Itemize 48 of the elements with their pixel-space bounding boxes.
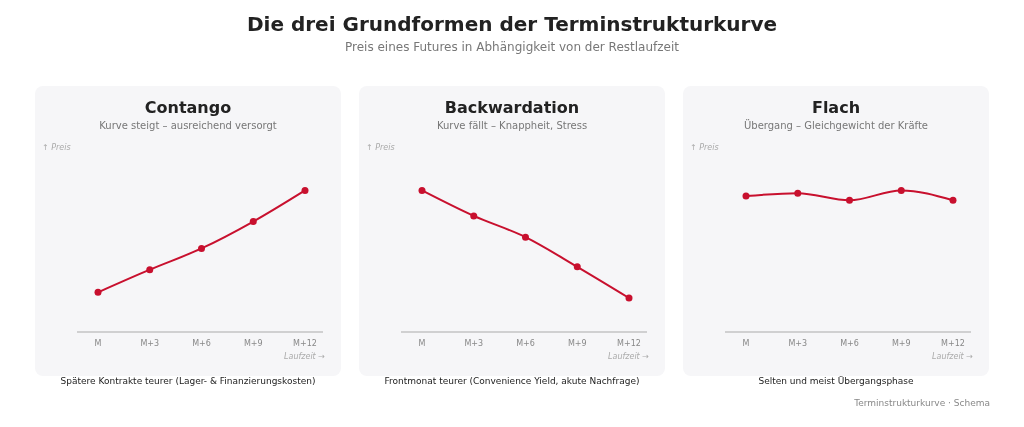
x-tick-label: M+6 bbox=[840, 338, 859, 348]
point bbox=[573, 263, 581, 271]
x-axis-title: Laufzeit → bbox=[284, 352, 325, 361]
text: Preis eines Futures in Abhängigkeit von der Restlaufzeit bbox=[344, 40, 680, 54]
text: Frontmonat teurer (Convenience Yield, akute Nachfrage) bbox=[383, 376, 641, 386]
point bbox=[522, 233, 529, 241]
y-axis-title: ↑ Preis bbox=[690, 143, 719, 152]
x-tick-label: M+3 bbox=[140, 338, 160, 348]
x-tick-label: M bbox=[94, 338, 102, 348]
point bbox=[94, 288, 102, 296]
x-axis-title: Laufzeit → bbox=[932, 352, 973, 361]
y-axis-title: ↑ Preis bbox=[42, 143, 71, 152]
text: Spätere Kontrakte teurer (Lager- & Finanzierungskosten) bbox=[59, 376, 317, 386]
point bbox=[897, 186, 905, 194]
point bbox=[470, 212, 478, 220]
chart-subtitle: Übergang – Gleichgewicht der Kräfte bbox=[743, 120, 929, 131]
point bbox=[198, 244, 205, 252]
x-tick-label: M+6 bbox=[192, 338, 211, 348]
point bbox=[418, 186, 426, 194]
x-tick-label: M+12 bbox=[617, 338, 641, 348]
x-tick-label: M+3 bbox=[788, 338, 808, 348]
text: Terminstrukturkurve · Schema bbox=[854, 398, 990, 408]
x-tick-label: M+3 bbox=[464, 338, 484, 348]
text: Selten und meist Übergangsphase bbox=[757, 376, 915, 386]
point bbox=[625, 294, 633, 302]
chart-title: Backwardation bbox=[443, 98, 581, 117]
x-axis-title: Laufzeit → bbox=[608, 352, 649, 361]
chart-subtitle: Kurve fällt – Knappheit, Stress bbox=[435, 120, 589, 131]
point bbox=[146, 266, 154, 274]
point bbox=[742, 192, 750, 200]
x-tick-label: M+9 bbox=[891, 338, 911, 348]
point bbox=[846, 196, 853, 204]
x-tick-label: M+9 bbox=[243, 338, 263, 348]
chart-title: Contango bbox=[143, 98, 233, 117]
point bbox=[949, 196, 957, 204]
x-tick-label: M+12 bbox=[293, 338, 317, 348]
x-tick-label: M+6 bbox=[516, 338, 535, 348]
point bbox=[249, 218, 257, 226]
chart-title: Flach bbox=[810, 98, 862, 117]
x-tick-label: M bbox=[418, 338, 426, 348]
point bbox=[301, 186, 309, 194]
text: Die drei Grundformen der Terminstrukturkurve bbox=[245, 12, 779, 36]
x-tick-label: M bbox=[742, 338, 750, 348]
chart-subtitle: Kurve steigt – ausreichend versorgt bbox=[98, 120, 278, 131]
x-tick-label: M+9 bbox=[567, 338, 587, 348]
y-axis-title: ↑ Preis bbox=[366, 143, 395, 152]
x-tick-label: M+12 bbox=[941, 338, 965, 348]
point bbox=[794, 189, 802, 197]
